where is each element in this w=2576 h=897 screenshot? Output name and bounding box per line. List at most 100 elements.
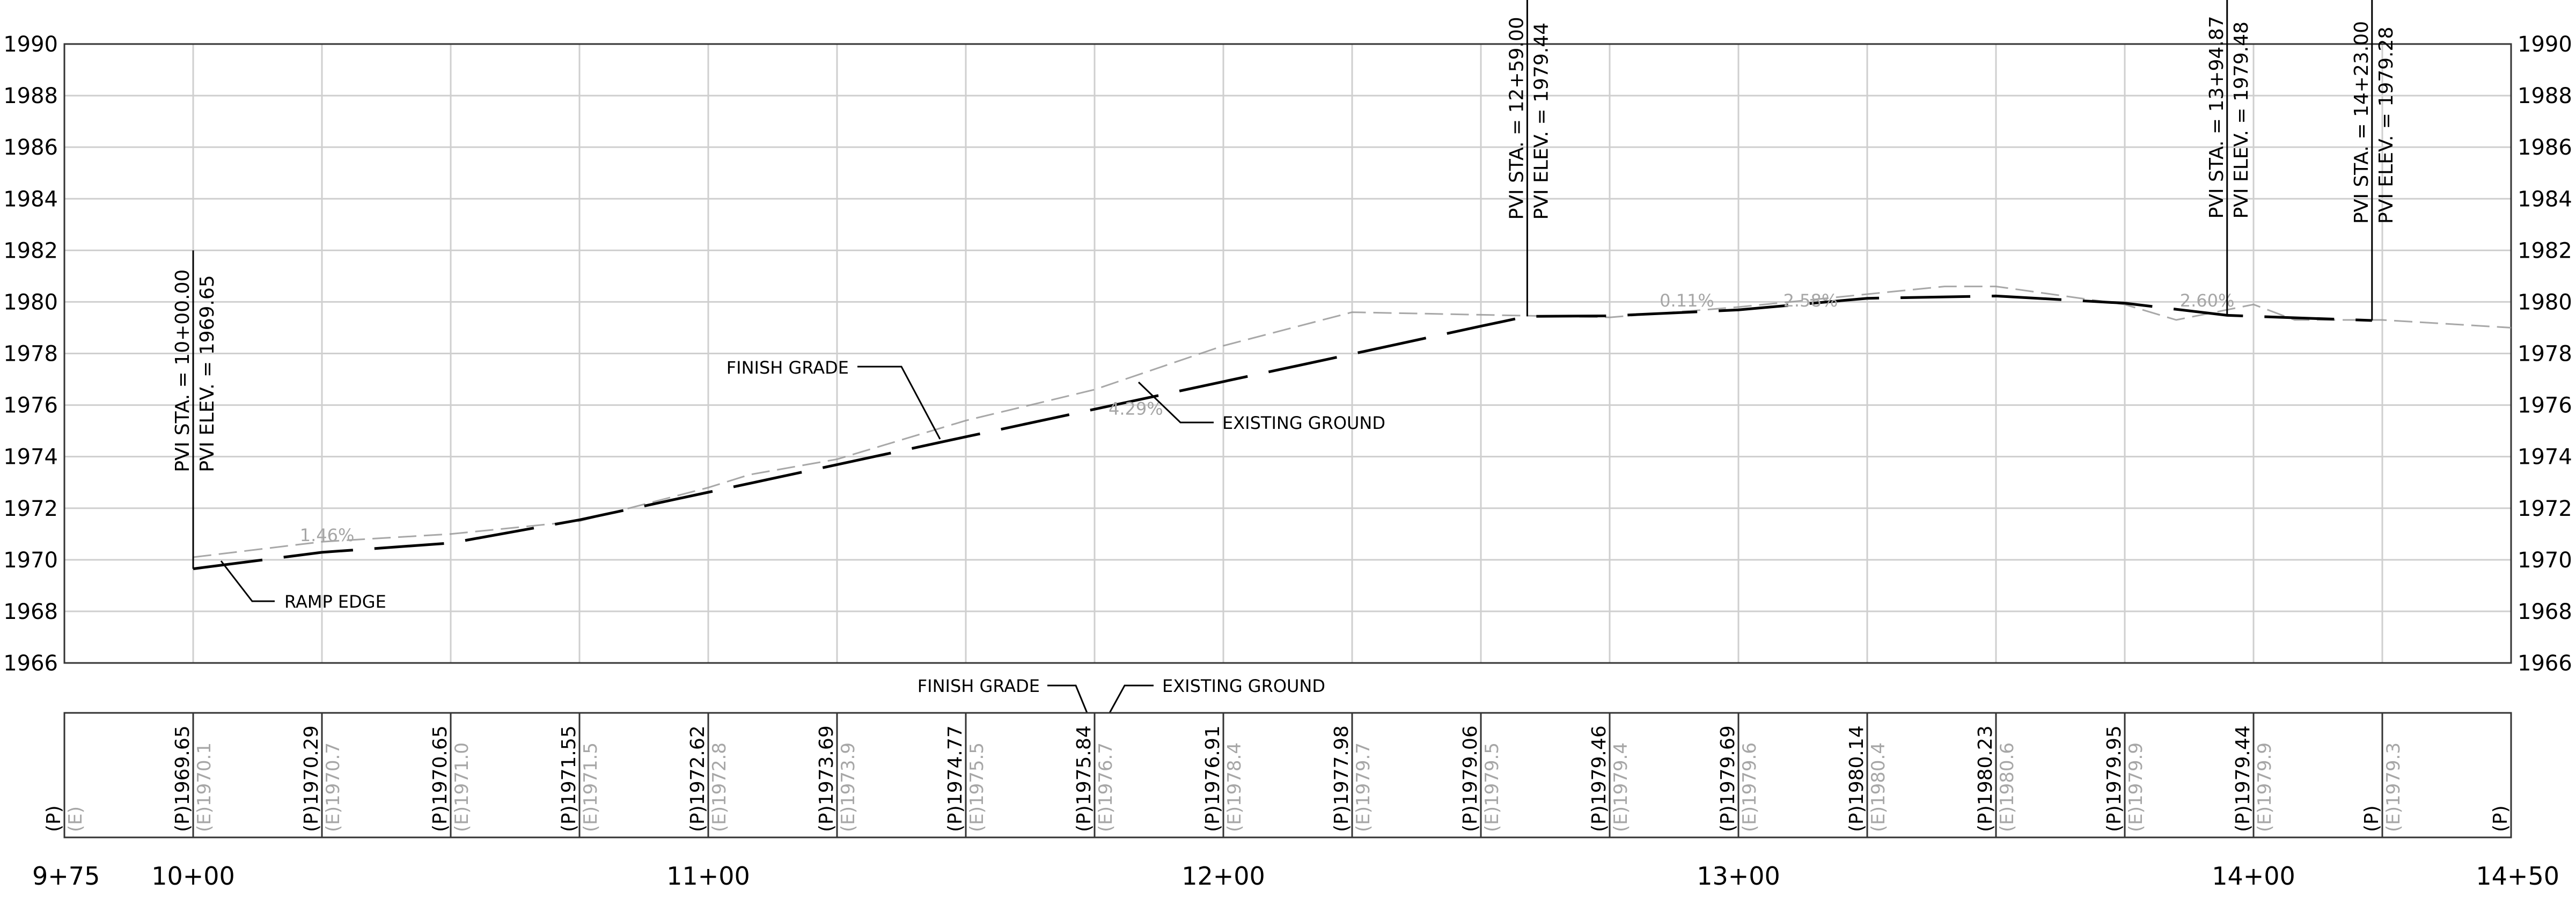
elevation-tick-left: 1972 [3,497,58,521]
pvi-station-label: PVI STA. = 12+59.00 [1506,17,1528,220]
band-proposed-elevation: (P)1972.62 [687,725,709,832]
elevation-tick-right: 1968 [2518,600,2572,624]
pvi-elevation-label: PVI ELEV. = 1979.48 [2230,21,2252,218]
elevation-tick-right: 1982 [2518,238,2572,263]
elevation-tick-right: 1980 [2518,290,2572,315]
profile-frame [63,43,2512,664]
pvi-elevation-label: PVI ELEV. = 1979.28 [2375,27,2397,224]
elevation-tick-left: 1978 [3,342,58,367]
elevation-tick-left: 1980 [3,290,58,315]
elevation-tick-left: 1982 [3,238,58,263]
band-proposed-elevation: (P)1979.69 [1717,725,1739,832]
existing-ground-line [193,286,2512,558]
elevation-tick-right: 1988 [2518,84,2572,108]
band-proposed-elevation: (P)1971.55 [558,725,580,832]
band-existing-elevation: (E)1976.7 [1095,742,1117,832]
grade-label: 1.46% [300,525,355,545]
pvi-station-label: PVI STA. = 14+23.00 [2351,21,2373,224]
elevation-axis-labels: 1966 1966 1968 1968 1970 1970 1972 1972 1974 1974… [3,32,2572,676]
band-proposed-elevation: (P)1979.95 [2103,725,2125,832]
band-proposed-elevation: (P) [43,805,65,832]
grade-label: 4.29% [1109,399,1163,419]
finish-grade-leader [857,366,941,440]
station-label: 9+75 [32,862,100,891]
grid-lines [64,44,2511,663]
pvi-station-label: PVI STA. = 10+00.00 [172,269,194,472]
elevation-tick-right: 1972 [2518,497,2572,521]
band-existing-elevation: (E)1979.5 [1481,742,1503,832]
elevation-tick-left: 1974 [3,445,58,470]
station-label: 14+50 [2476,862,2559,891]
band-proposed-elevation: (P)1969.65 [172,725,194,832]
elevation-tick-left: 1990 [3,32,58,57]
station-axis-labels: 9+75 10+00 11+00 12+00 13+00 14+00 14+50 [32,862,2559,891]
station-label: 12+00 [1181,862,1265,891]
grade-label: 2.60% [2180,290,2235,311]
band-finish-grade-label: FINISH GRADE [918,676,1040,696]
ramp-edge-leader [220,560,275,602]
pvi-station-label: PVI STA. = 13+94.87 [2206,16,2228,218]
band-proposed-elevation: (P)1977.98 [1331,725,1353,832]
band-proposed-elevation: (P)1970.29 [300,725,322,832]
elevation-tick-left: 1986 [3,135,58,160]
finish-polyline [193,294,2372,571]
elevation-tick-right: 1990 [2518,32,2572,57]
elevation-tick-left: 1966 [3,651,58,676]
band-proposed-elevation: (P) [2490,805,2512,832]
band-existing-elevation: (E)1971.5 [580,742,601,832]
band-proposed-elevation: (P)1975.84 [1073,725,1095,832]
elevation-tick-right: 1986 [2518,135,2572,160]
band-existing-elevation: (E)1979.9 [2125,742,2147,832]
grade-label: 2.58% [1784,290,1838,311]
band-existing-elevation: (E)1970.1 [194,742,215,832]
elevation-tick-left: 1976 [3,393,58,418]
band-proposed-elevation: (P)1979.44 [2232,725,2254,832]
pvi-elevation-label: PVI ELEV. = 1969.65 [196,275,218,472]
elevation-tick-left: 1968 [3,600,58,624]
ramp-edge-label: RAMP EDGE [284,592,386,612]
band-existing-elevation: (E)1979.9 [2254,742,2276,832]
band-existing-elevation: (E)1975.5 [966,742,988,832]
grade-labels: 1.46% 4.29% 0.11% 2.58% 2.60% [300,290,2235,545]
band-proposed-elevation: (P) [2361,805,2383,832]
band-existing-elevation: (E)1978.4 [1224,742,1245,832]
band-proposed-elevation: (P)1979.06 [1459,725,1481,832]
band-proposed-elevation: (P)1980.14 [1846,725,1868,832]
band-finish-grade-leader [1047,684,1088,713]
station-label: 11+00 [666,862,750,891]
pvi-markers: PVI STA. = 10+00.00 PVI ELEV. = 1969.65 PV… [172,0,2397,569]
elevation-tick-right: 1984 [2518,187,2572,212]
band-existing-elevation: (E)1970.7 [322,742,344,832]
elevation-tick-left: 1970 [3,548,58,573]
elevation-tick-left: 1988 [3,84,58,108]
band-existing-elevation: (E)1979.4 [1610,742,1632,832]
elevation-tick-left: 1984 [3,187,58,212]
band-existing-elevation: (E)1980.6 [1997,742,2018,832]
band-proposed-elevation: (P)1979.46 [1588,725,1610,832]
band-proposed-elevation: (P)1974.77 [944,725,966,832]
band-existing-elevation: (E) [65,806,86,832]
band-proposed-elevation: (P)1973.69 [816,725,838,832]
existing-ground-label: EXISTING GROUND [1222,413,1385,433]
finish-grade-line [193,294,2372,571]
elevation-band: (P) (E) (P)1969.65 (E)1970.1 (P)1970.29 (E)19… [43,712,2512,838]
station-label: 10+00 [151,862,235,891]
elevation-tick-right: 1978 [2518,342,2572,367]
band-existing-elevation: (E)1979.7 [1353,742,1374,832]
band-existing-ground-leader [1109,684,1154,713]
band-existing-elevation: (E)1971.0 [451,742,473,832]
elevation-band-frame [63,712,2512,838]
band-existing-ground-label: EXISTING GROUND [1162,676,1325,696]
elevation-tick-right: 1974 [2518,445,2572,470]
band-existing-elevation: (E)1973.9 [838,742,859,832]
grade-label: 0.11% [1660,290,1714,311]
band-existing-elevation: (E)1979.3 [2383,742,2404,832]
finish-grade-label: FINISH GRADE [726,358,849,378]
band-proposed-elevation: (P)1970.65 [429,725,451,832]
station-label: 13+00 [1697,862,1780,891]
elevation-tick-right: 1976 [2518,393,2572,418]
existing-ground-leader [1137,381,1214,424]
station-label: 14+00 [2212,862,2295,891]
callouts: FINISH GRADE EXISTING GROUND RAMP EDGE F… [220,358,1385,713]
